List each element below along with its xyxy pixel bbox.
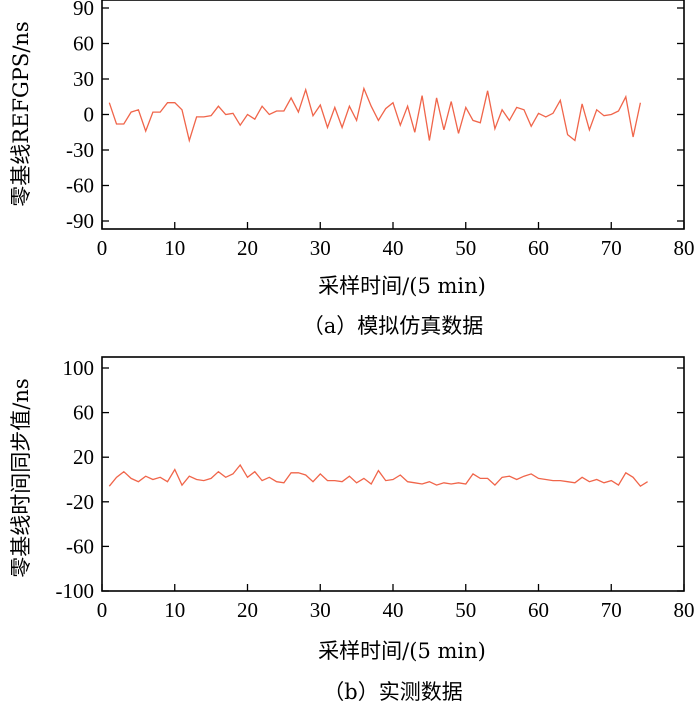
- y-tick-label: 100: [63, 356, 95, 380]
- plot-frame-b: [101, 356, 685, 592]
- chart-a: 90 60 30 0 -30 -60 -90 0 10 20 30 40 50 60 70 80 零基线RE…: [9, 0, 695, 338]
- y-tick-label: 60: [73, 32, 94, 56]
- x-axis-label-b: 采样时间/(5 min): [318, 639, 486, 663]
- x-tick-label: 20: [237, 598, 258, 622]
- chart-b: 100 60 20 -20 -60 -100 0 10 20 30 40 50 60 70 80 零基线时…: [9, 356, 695, 704]
- caption-a: （a）模拟仿真数据: [303, 314, 484, 338]
- x-tick-label: 70: [601, 598, 622, 622]
- x-tick-label: 80: [674, 598, 695, 622]
- y-tick-label: -20: [66, 490, 94, 514]
- x-tick-label: 50: [455, 236, 476, 260]
- x-tick-label: 40: [383, 598, 404, 622]
- plot-frame-a: [101, 0, 685, 230]
- y-axis-label-a: 零基线REFGPS/ns: [9, 21, 33, 206]
- y-tick-label: -100: [56, 579, 95, 603]
- y-ticks-a: 90 60 30 0 -30 -60 -90: [66, 0, 684, 233]
- x-tick-label: 30: [310, 236, 331, 260]
- y-axis-label-b: 零基线时间同步值/ns: [9, 378, 33, 577]
- x-tick-label: 10: [164, 236, 185, 260]
- y-tick-label: 90: [73, 0, 94, 20]
- x-tick-label: 0: [97, 236, 108, 260]
- y-tick-label: 60: [73, 401, 94, 425]
- y-tick-label: -60: [66, 534, 94, 558]
- series-line-b: [108, 463, 648, 488]
- y-tick-label: -30: [66, 138, 94, 162]
- x-tick-label: 60: [528, 236, 549, 260]
- x-tick-label: 60: [528, 598, 549, 622]
- x-tick-label: 0: [97, 598, 108, 622]
- x-tick-label: 70: [601, 236, 622, 260]
- y-tick-label: 0: [84, 103, 95, 127]
- y-tick-label: -60: [66, 174, 94, 198]
- x-tick-label: 40: [383, 236, 404, 260]
- y-tick-label: -90: [66, 209, 94, 233]
- x-ticks-b: 0 10 20 30 40 50 60 70 80: [97, 584, 695, 622]
- x-axis-label-a: 采样时间/(5 min): [318, 274, 486, 298]
- x-tick-label: 20: [237, 236, 258, 260]
- series-line-a: [108, 86, 642, 143]
- y-tick-label: 30: [73, 67, 94, 91]
- x-tick-label: 50: [455, 598, 476, 622]
- y-tick-label: 20: [73, 445, 94, 469]
- x-tick-label: 30: [310, 598, 331, 622]
- y-ticks-b: 100 60 20 -20 -60 -100: [56, 356, 684, 603]
- x-ticks-a: 0 10 20 30 40 50 60 70 80: [97, 222, 695, 260]
- x-tick-label: 80: [674, 236, 695, 260]
- x-tick-label: 10: [164, 598, 185, 622]
- caption-b: （b）实测数据: [323, 680, 462, 704]
